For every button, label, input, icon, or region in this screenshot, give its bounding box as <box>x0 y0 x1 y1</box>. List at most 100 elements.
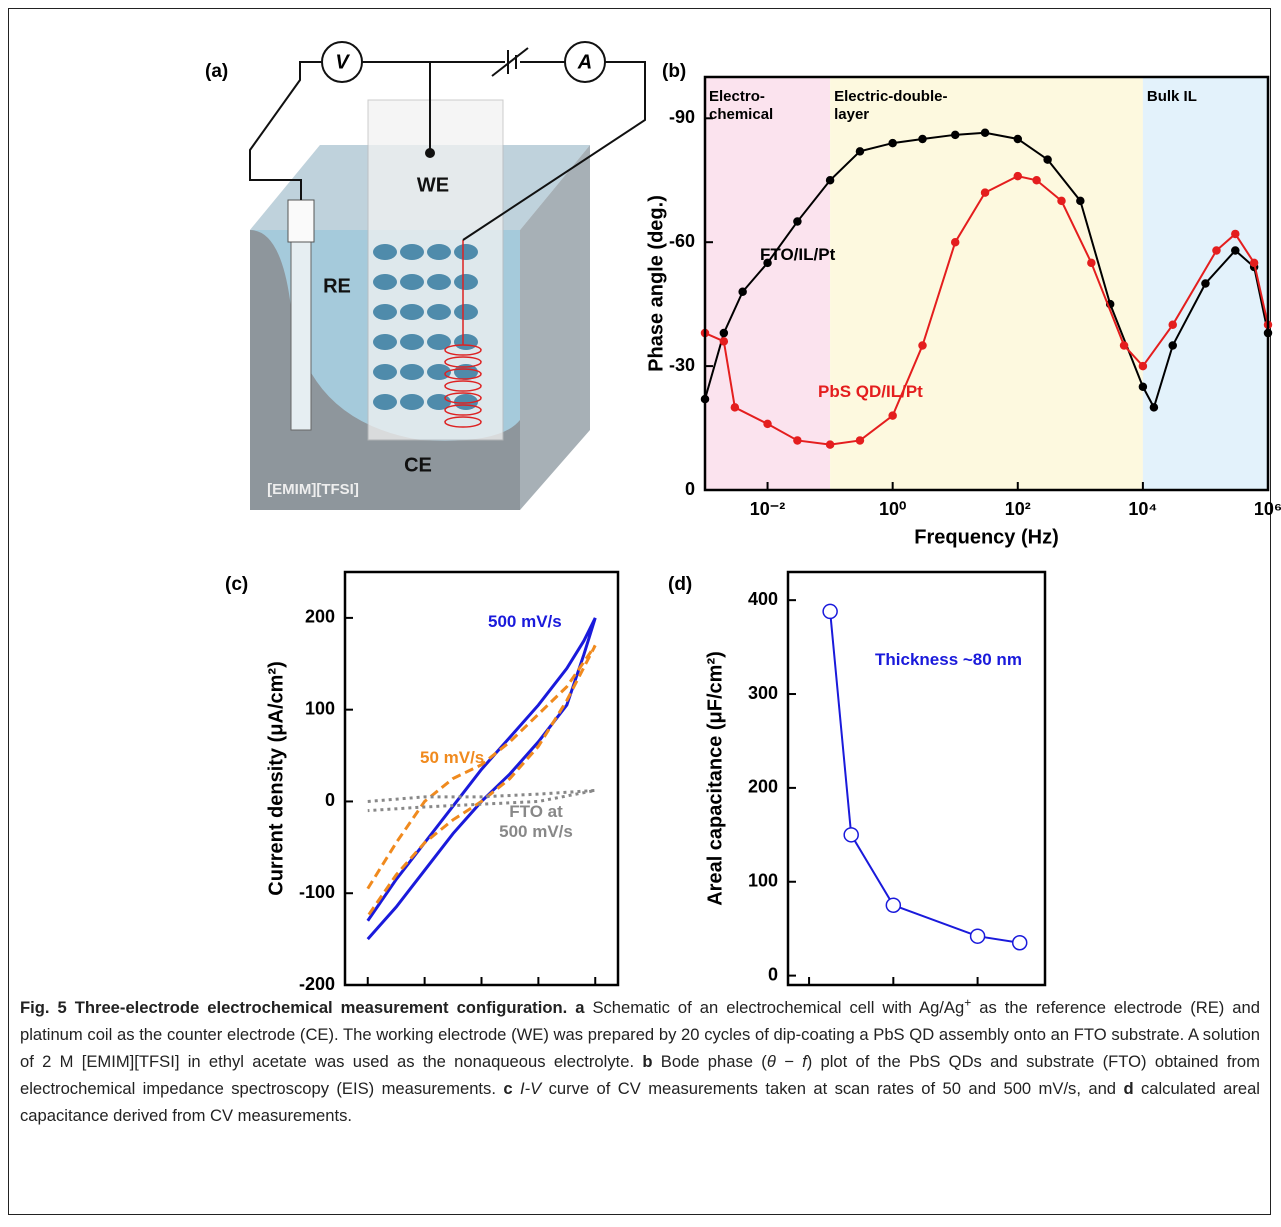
data-point <box>763 419 772 429</box>
data-point <box>719 328 729 338</box>
data-point <box>918 341 927 350</box>
x-tick-label: 10² <box>1005 499 1031 519</box>
caption-text: θ − f <box>766 1052 807 1071</box>
chart-panel: (c)-1-0.500.51-200-1000100200Voltage (V … <box>225 570 620 990</box>
y-tick-label: -90 <box>669 107 695 127</box>
y-tick-label: 300 <box>748 683 778 703</box>
panel-label: (b) <box>662 61 686 82</box>
caption-text: calculated areal capacitance derived fro… <box>20 1079 1260 1125</box>
y-tick-label: 200 <box>305 607 335 627</box>
data-point <box>1087 258 1096 268</box>
data-point <box>1011 935 1028 951</box>
data-point <box>793 436 802 445</box>
series-label: 500 mV/s <box>488 612 562 631</box>
data-point <box>793 217 802 226</box>
data-point <box>1168 320 1177 330</box>
data-point <box>1149 403 1159 412</box>
y-axis-label: Phase angle (deg.) <box>645 195 667 372</box>
series-label: 50 mV/s <box>420 748 485 767</box>
data-point <box>1043 155 1052 164</box>
y-tick-label: 200 <box>748 777 778 797</box>
data-point <box>888 138 897 148</box>
x-axis-label: Frequency (Hz) <box>914 526 1058 548</box>
series-line <box>704 131 1269 411</box>
series-line <box>366 644 597 918</box>
caption-text: curve of CV measurements taken at scan r… <box>541 1079 1124 1098</box>
series-line <box>366 617 597 941</box>
plot-frame <box>343 570 620 987</box>
series-label: FTO/IL/Pt <box>760 245 836 264</box>
chart-panel: (b) 10⁻² 10⁰ 10² 10⁴ 10⁶ 0 -30 -60 -90 Frequency (… <box>645 61 1281 548</box>
x-tick-label: 10⁶ <box>1254 499 1281 519</box>
data-point <box>1212 246 1221 255</box>
y-tick-label: -60 <box>669 231 695 251</box>
y-tick-label: 400 <box>748 589 778 609</box>
caption-text: Fig. 5 Three-electrode electrochemical m… <box>20 998 585 1017</box>
caption-text: ) plot of the PbS QDs and substrate (FTO… <box>20 1052 1260 1098</box>
caption-text: as the reference electrode (RE) and plat… <box>20 998 1260 1071</box>
data-point <box>950 237 960 247</box>
data-point <box>969 928 986 944</box>
y-tick-label: -100 <box>299 882 335 902</box>
data-point <box>1138 382 1148 391</box>
data-point <box>1168 341 1177 350</box>
y-tick-label: 100 <box>748 871 778 891</box>
we-label: WE <box>417 174 449 196</box>
data-point <box>822 603 838 620</box>
data-point <box>888 411 897 420</box>
tank-side <box>520 145 590 510</box>
data-point <box>1057 196 1066 206</box>
data-point <box>950 130 960 140</box>
data-point <box>1076 196 1085 206</box>
y-tick-label: 0 <box>325 790 335 810</box>
voltmeter-label: V <box>335 51 350 73</box>
series-line <box>367 788 596 813</box>
x-tick-label: 10⁻² <box>750 499 786 519</box>
caption-text: d <box>1123 1079 1134 1098</box>
figure-frame <box>8 8 1271 1215</box>
y-axis-label: Current density (μA/cm²) <box>265 661 287 895</box>
we-contact <box>425 148 435 158</box>
caption-text: Bode phase ( <box>652 1052 767 1071</box>
data-point <box>1119 341 1129 350</box>
data-point <box>980 188 990 197</box>
y-axis-label: Areal capacitance (μF/cm²) <box>704 651 726 906</box>
plot-frame <box>786 570 1047 987</box>
voltmeter <box>321 41 363 83</box>
series-line <box>704 175 1269 446</box>
y-tick-label: 0 <box>685 479 695 499</box>
data-point <box>730 403 740 412</box>
chart-panel: (d)02004000100200300400Scan rate (mV/s)A… <box>668 570 1047 987</box>
data-point <box>1138 361 1148 371</box>
plot-frame <box>703 75 1270 492</box>
data-point <box>1231 246 1240 255</box>
caption-text: I-V <box>519 1079 542 1098</box>
y-tick-label: -30 <box>669 355 695 375</box>
wires <box>249 47 646 241</box>
data-point <box>885 897 902 913</box>
data-point <box>1249 258 1259 268</box>
y-tick-label: 0 <box>768 964 778 984</box>
data-point <box>1013 171 1023 181</box>
electrolyte-label: [EMIM][TFSI] <box>267 481 359 498</box>
y-tick-label: -200 <box>299 974 335 990</box>
panel-label: (c) <box>225 574 248 595</box>
data-point <box>825 440 835 449</box>
data-point <box>763 258 772 268</box>
y-tick-label: 100 <box>305 698 335 718</box>
re-label: RE <box>323 275 351 297</box>
schematic: V A WE RE CE [EMIM][TFSI] (a) <box>205 41 646 510</box>
caption-text: + <box>964 995 972 1010</box>
data-point <box>980 128 990 138</box>
panel-label: (d) <box>668 574 692 595</box>
ammeter-label: A <box>577 51 592 73</box>
counter-coil <box>444 240 482 428</box>
x-tick-label: 10⁰ <box>879 499 906 519</box>
working-electrode <box>367 99 504 441</box>
panel-label: (a) <box>205 61 228 82</box>
ce-label: CE <box>404 454 432 476</box>
caption-text: c <box>503 1079 520 1098</box>
data-point <box>843 827 859 843</box>
caption-text: b <box>642 1052 653 1071</box>
region-label: Electro-chemical <box>709 88 774 123</box>
